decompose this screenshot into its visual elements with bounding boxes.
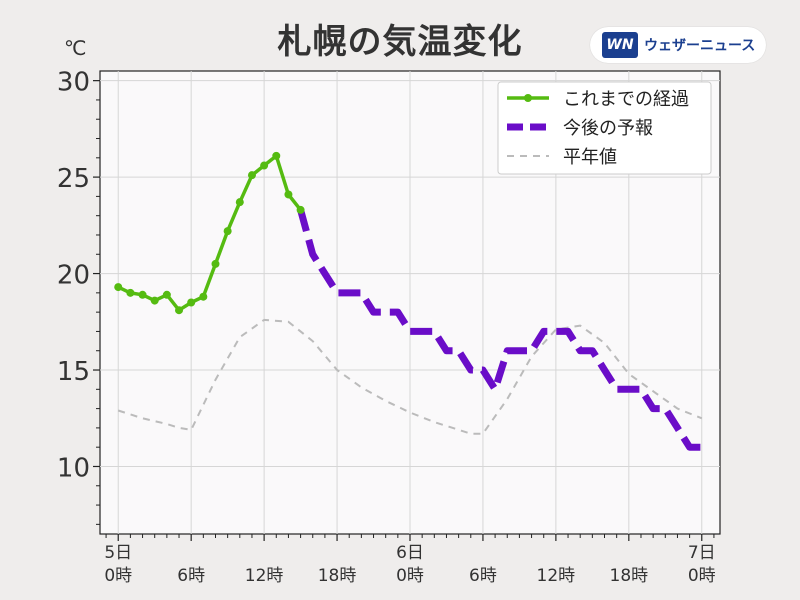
series-line-2 (117, 318, 703, 435)
series-line-0 (117, 154, 302, 312)
x-tick-hour-label: 6時 (469, 566, 497, 586)
y-tick-label: 10 (57, 453, 90, 483)
brand-name: ウェザーニュース (644, 38, 756, 54)
data-point (235, 198, 244, 207)
axis-ticks: 10 15 20 25 30 5日 0時 6時 12時 18時 6日 0時 6時 12時 18時 7日 0時 (57, 68, 716, 586)
data-point (199, 292, 208, 301)
x-tick-hour-label: 12時 (537, 566, 576, 586)
page-title: 札幌の気温変化 (277, 22, 523, 62)
brand-badge: WN ウェザーニュース (590, 27, 766, 63)
y-tick-label: 25 (57, 164, 90, 194)
y-tick-label: 15 (57, 357, 90, 387)
data-point (138, 290, 147, 299)
data-point (247, 171, 256, 180)
y-tick-label: 20 (57, 261, 90, 291)
x-tick-hour-label: 18時 (610, 566, 649, 586)
x-tick-day-label: 7日 (688, 543, 716, 563)
data-point (187, 298, 196, 307)
data-point (162, 290, 171, 299)
data-point (284, 190, 293, 199)
legend-marker (524, 94, 532, 102)
brand-logo-icon: WN (602, 32, 638, 58)
x-tick-hour-label: 0時 (104, 566, 132, 586)
data-point (126, 288, 135, 297)
series-line-1 (297, 208, 702, 451)
x-tick-day-label: 5日 (104, 543, 132, 563)
x-tick-day-label: 6日 (396, 543, 424, 563)
data-point (296, 205, 305, 214)
x-tick-hour-label: 6時 (177, 566, 205, 586)
data-point (114, 283, 123, 292)
data-point (223, 227, 232, 236)
series-layer (114, 151, 703, 451)
legend-label-1: 今後の予報 (563, 118, 653, 139)
legend-label-0: これまでの経過 (563, 89, 689, 110)
legend-box (497, 81, 712, 175)
x-tick-hour-label: 0時 (688, 566, 716, 586)
y-tick-label: 30 (57, 68, 90, 98)
data-point (260, 161, 269, 170)
data-point (211, 259, 220, 268)
x-tick-hour-label: 18時 (318, 566, 357, 586)
y-unit-label: ℃ (64, 36, 87, 60)
x-tick-hour-label: 0時 (396, 566, 424, 586)
data-point (272, 151, 281, 160)
data-point (150, 296, 159, 305)
legend-label-2: 平年値 (563, 147, 617, 168)
data-point (175, 306, 184, 315)
x-tick-hour-label: 12時 (245, 566, 284, 586)
